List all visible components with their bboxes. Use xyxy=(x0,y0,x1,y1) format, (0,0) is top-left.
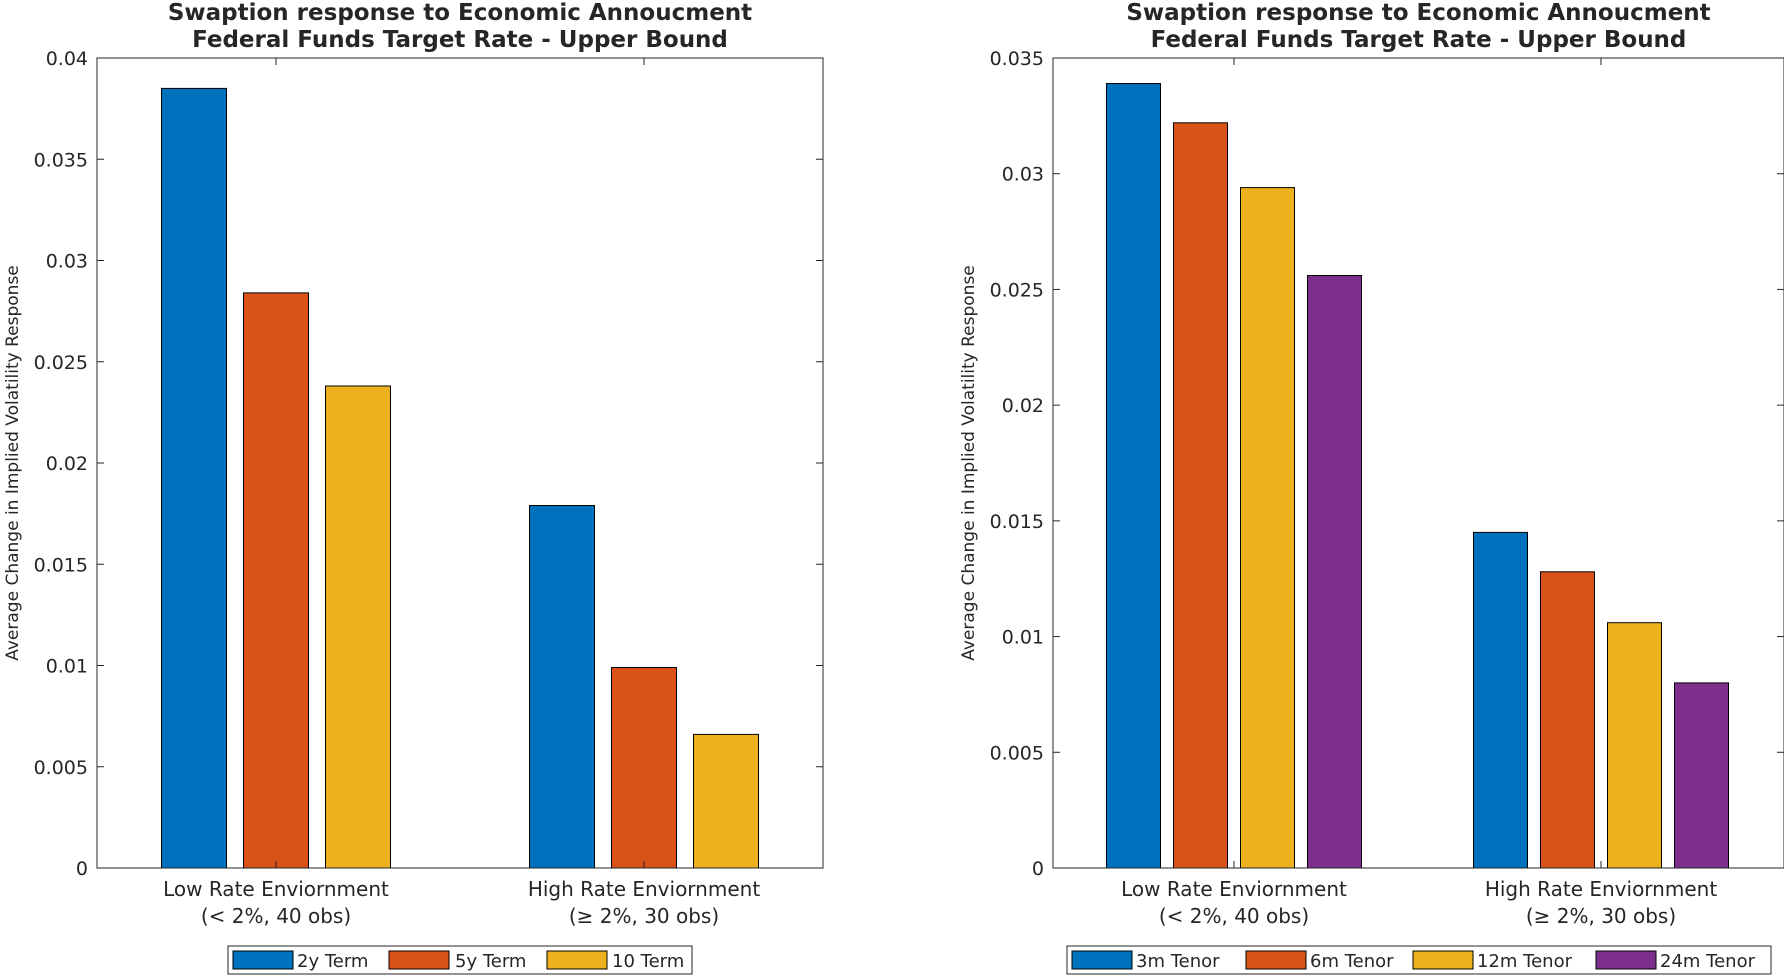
bar-3m-tenor-2 xyxy=(1473,531,1528,869)
bar-3m-tenor-1 xyxy=(1106,83,1161,869)
legend-swatch xyxy=(546,950,608,970)
chart-1: 0 0.005 0.01 0.015 0.02 0.025 0.03 0.035 0.04 Low… xyxy=(3,0,824,975)
y-tick-label: 0 xyxy=(76,858,88,880)
legend-swatch xyxy=(388,950,450,970)
y-tick-label: 0.035 xyxy=(990,48,1044,70)
legend-label: 3m Tenor xyxy=(1136,951,1220,972)
bar-2y-term-2 xyxy=(529,505,595,869)
legend: 3m Tenor 6m Tenor 12m Tenor 24m Tenor xyxy=(1066,945,1772,975)
y-tick-label: 0.025 xyxy=(34,352,88,374)
legend-label: 2y Term xyxy=(297,951,368,972)
bar-12m-tenor-2 xyxy=(1607,622,1662,869)
y-tick-label: 0 xyxy=(1032,858,1044,880)
bar-5y-term-1 xyxy=(243,292,309,869)
y-axis-label: Average Change in Implied Volatility Res… xyxy=(3,265,23,661)
legend-swatch xyxy=(1071,950,1133,970)
legend-label: 5y Term xyxy=(455,951,526,972)
chart-title: Swaption response to Economic Annoucment xyxy=(1126,0,1710,26)
category-label: (< 2%, 40 obs) xyxy=(1159,904,1309,928)
legend-box xyxy=(227,945,693,975)
y-tick-label: 0.04 xyxy=(46,48,88,70)
bar-5y-term-2 xyxy=(611,667,677,869)
bar-24m-tenor-1 xyxy=(1307,275,1362,869)
category-label: High Rate Enviornment xyxy=(1485,877,1717,901)
category-label: (≥ 2%, 30 obs) xyxy=(1526,904,1676,928)
y-tick-label: 0.025 xyxy=(990,279,1044,301)
bar-10-term-2 xyxy=(693,733,759,869)
category-label: Low Rate Enviornment xyxy=(1121,877,1347,901)
bar-6m-tenor-1 xyxy=(1173,122,1228,869)
y-tick-label: 0.015 xyxy=(34,554,88,576)
y-tick-label: 0.015 xyxy=(990,511,1044,533)
legend: 2y Term 5y Term 10 Term xyxy=(227,945,693,975)
bar-12m-tenor-1 xyxy=(1240,187,1295,869)
legend-label: 10 Term xyxy=(612,951,684,972)
category-label: Low Rate Enviornment xyxy=(163,877,389,901)
chart-title: Swaption response to Economic Annoucment xyxy=(168,0,752,26)
y-tick-label: 0.02 xyxy=(1002,395,1044,417)
category-label: (≥ 2%, 30 obs) xyxy=(569,904,719,928)
y-tick-label: 0.02 xyxy=(46,453,88,475)
legend-swatch xyxy=(232,950,294,970)
y-tick-label: 0.01 xyxy=(1002,627,1044,649)
legend-label: 24m Tenor xyxy=(1660,951,1756,972)
y-tick-label: 0.01 xyxy=(46,656,88,678)
chart-2: 0 0.005 0.01 0.015 0.02 0.025 0.03 0.035 Low Rat… xyxy=(959,0,1784,975)
category-label: High Rate Enviornment xyxy=(528,877,760,901)
bar-2y-term-1 xyxy=(161,87,227,869)
legend-label: 6m Tenor xyxy=(1310,951,1394,972)
chart-title: Federal Funds Target Rate - Upper Bound xyxy=(1151,27,1687,53)
legend-swatch xyxy=(1595,950,1657,970)
y-tick-label: 0.03 xyxy=(46,251,88,273)
bar-10-term-1 xyxy=(325,385,391,869)
y-tick-label: 0.03 xyxy=(1002,164,1044,186)
legend-label: 12m Tenor xyxy=(1477,951,1573,972)
bar-24m-tenor-2 xyxy=(1674,682,1729,869)
legend-swatch xyxy=(1245,950,1307,970)
legend-swatch xyxy=(1412,950,1474,970)
y-tick-label: 0.005 xyxy=(990,742,1044,764)
category-label: (< 2%, 40 obs) xyxy=(201,904,351,928)
y-tick-label: 0.005 xyxy=(34,757,88,779)
bar-6m-tenor-2 xyxy=(1540,571,1595,869)
chart-title: Federal Funds Target Rate - Upper Bound xyxy=(192,27,728,53)
y-axis-label: Average Change in Implied Volatility Res… xyxy=(959,265,979,661)
axes-box xyxy=(1052,57,1784,869)
y-tick-label: 0.035 xyxy=(34,149,88,171)
